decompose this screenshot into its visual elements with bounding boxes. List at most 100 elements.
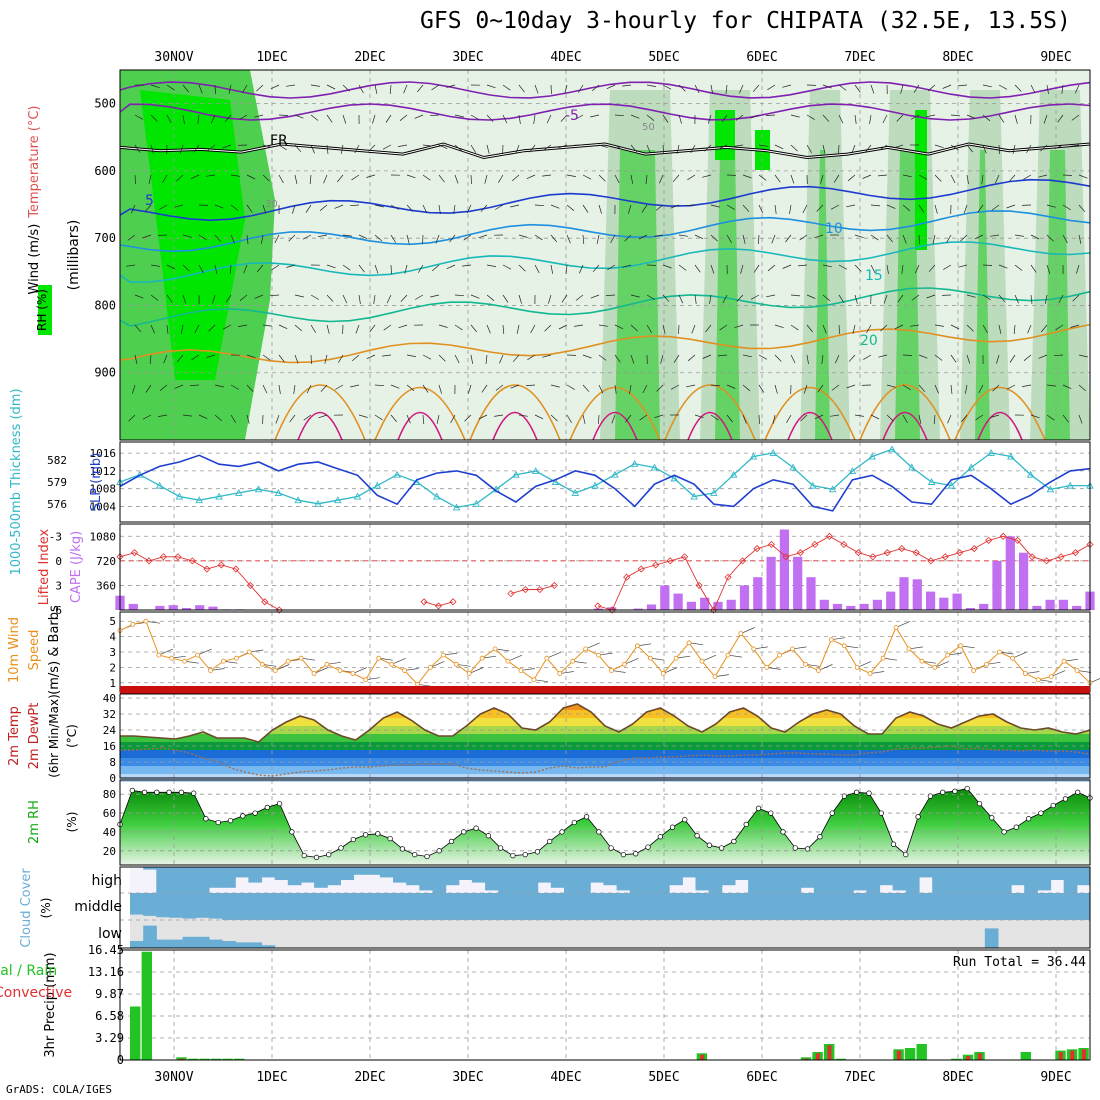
wind-barb (566, 384, 575, 390)
wind-barb (934, 354, 943, 361)
wind-barb (470, 144, 476, 153)
wind-barb (546, 651, 561, 659)
wind-barb (574, 324, 584, 327)
wind-barb (1055, 324, 1064, 331)
wind-barb (197, 648, 212, 656)
wind-speed-point (751, 646, 757, 652)
cloud-bar (287, 867, 302, 886)
wind-barb (499, 354, 504, 364)
rh-point (534, 849, 541, 855)
cloud-bar (287, 893, 302, 920)
wind-barb (278, 354, 285, 363)
wind-barb (895, 621, 911, 628)
rh2m-panel: 20 40 60 80 2m RH (%) (27, 779, 1093, 866)
cloud-bar (629, 893, 644, 920)
cloud-bar (366, 867, 381, 875)
wind-barb (966, 294, 976, 298)
precip-conv-bar (700, 1054, 705, 1060)
wind-barb (870, 264, 876, 274)
wind-barb (262, 324, 272, 327)
wind-barb (214, 204, 224, 209)
wind-barb (806, 354, 809, 364)
precip-tick-label: 13.16 (88, 965, 124, 979)
slp-tick-label: 1008 (90, 483, 117, 496)
cape-bar (846, 605, 856, 610)
wind-barb (742, 354, 752, 358)
cloud-bar (156, 939, 170, 948)
thickness-point (1026, 470, 1035, 478)
wind-barb (624, 234, 632, 242)
wind-barb (286, 264, 296, 268)
wind-barb (950, 144, 959, 151)
wind-barb (869, 114, 872, 124)
wind-barb (772, 414, 776, 424)
wind-barb (736, 294, 744, 302)
cloud-bar (669, 867, 683, 886)
lifted-point (1028, 553, 1036, 561)
wind-tick-label: 3 (109, 646, 116, 659)
wind-barb (1038, 174, 1048, 178)
cloud-bar (564, 867, 578, 893)
wind-speed-point (803, 661, 808, 667)
wind-barb (818, 664, 833, 671)
rh-point (461, 829, 467, 835)
wind-barb (127, 234, 136, 241)
thickness-point (195, 496, 203, 504)
wind-barb (854, 264, 862, 272)
wind-barb (374, 414, 383, 421)
wind-barb (822, 324, 827, 334)
rh-point (240, 813, 246, 819)
wind-speed-point (880, 655, 886, 661)
wind-barb (262, 174, 270, 182)
wind-barb (614, 354, 621, 363)
cloud-bar (458, 893, 473, 920)
wind-barb (1014, 84, 1022, 92)
cloud-bar (853, 893, 867, 920)
wind-barb (518, 264, 526, 272)
wind-axis-title-3: (m/s) & Barbs (47, 605, 62, 695)
wind-barb (1062, 414, 1069, 423)
temperature-contour (119, 81, 1091, 99)
wind-barb (469, 667, 484, 674)
wind-barb (934, 384, 939, 394)
cloud-bar (734, 867, 749, 880)
thickness-point (512, 470, 520, 478)
rh-point (203, 816, 209, 822)
cape-bar (979, 603, 989, 610)
wind-barb (550, 234, 557, 243)
wind-barb (542, 174, 552, 177)
wind-barb (950, 384, 953, 394)
wind-barb (814, 234, 824, 239)
wind-speed-point (182, 658, 188, 664)
wind-barb (358, 414, 368, 418)
cape-bar (686, 601, 696, 610)
cloud-bar (208, 893, 223, 919)
rh-point (817, 834, 823, 840)
wind-barb (166, 84, 175, 91)
cloud-bar (406, 893, 420, 920)
wind-barb (694, 294, 697, 304)
cloud-bar (879, 893, 894, 920)
wind-barb (310, 324, 316, 333)
date-label-bottom: 1DEC (256, 1070, 287, 1085)
wind-barb (527, 354, 536, 361)
cloud-bar (682, 867, 696, 878)
cloud-bar (721, 893, 736, 920)
rh-point (141, 789, 148, 795)
wind-barb (1006, 204, 1016, 209)
cloud-bar (1050, 867, 1065, 880)
thickness-point (432, 492, 441, 500)
wind-barb (739, 84, 744, 94)
wind-barb (225, 294, 232, 303)
wind-barb (382, 144, 392, 150)
lifted-point (695, 581, 703, 589)
wind-barb (726, 414, 733, 423)
wind-speed-point (699, 658, 705, 664)
temp-axis-title-3: (6hr Min/Max) (47, 694, 61, 778)
credit-text: GrADS: COLA/IGES (6, 1083, 112, 1096)
wind-barb (1061, 84, 1064, 94)
wind-barb (404, 264, 408, 274)
cloud-bar (143, 925, 157, 948)
cloud-bar (577, 867, 591, 893)
precip-tick-label: 3.29 (95, 1031, 124, 1045)
